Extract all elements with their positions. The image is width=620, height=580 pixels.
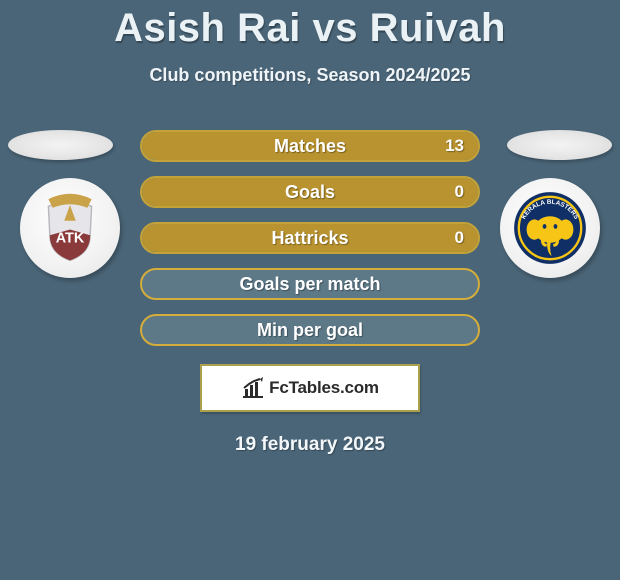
player-left-avatar bbox=[8, 130, 113, 160]
stat-row-matches: Matches 13 bbox=[140, 130, 480, 162]
stat-fill bbox=[142, 132, 478, 160]
page-subtitle: Club competitions, Season 2024/2025 bbox=[0, 65, 620, 86]
stat-label: Goals per match bbox=[142, 274, 478, 295]
stat-row-goals: Goals 0 bbox=[140, 176, 480, 208]
stat-row-hattricks: Hattricks 0 bbox=[140, 222, 480, 254]
stat-row-goals-per-match: Goals per match bbox=[140, 268, 480, 300]
brand-box[interactable]: FcTables.com bbox=[200, 364, 420, 412]
player-right-avatar bbox=[507, 130, 612, 160]
stat-value: 13 bbox=[445, 136, 464, 156]
svg-text:ATK: ATK bbox=[56, 230, 85, 246]
stat-fill bbox=[142, 178, 478, 206]
stat-value: 0 bbox=[455, 228, 464, 248]
stat-value: 0 bbox=[455, 182, 464, 202]
club-left-badge: ATK bbox=[20, 178, 120, 278]
bar-chart-icon bbox=[241, 377, 265, 399]
stat-label: Min per goal bbox=[142, 320, 478, 341]
stat-fill bbox=[142, 224, 478, 252]
page-title: Asish Rai vs Ruivah bbox=[0, 6, 620, 51]
club-right-badge: KERALA BLASTERS bbox=[500, 178, 600, 278]
stat-row-min-per-goal: Min per goal bbox=[140, 314, 480, 346]
date-label: 19 february 2025 bbox=[0, 434, 620, 456]
atk-crest-icon: ATK bbox=[34, 192, 106, 264]
kerala-blasters-crest-icon: KERALA BLASTERS bbox=[511, 189, 589, 267]
root: Asish Rai vs Ruivah Club competitions, S… bbox=[0, 6, 620, 580]
brand-label: FcTables.com bbox=[269, 378, 379, 398]
